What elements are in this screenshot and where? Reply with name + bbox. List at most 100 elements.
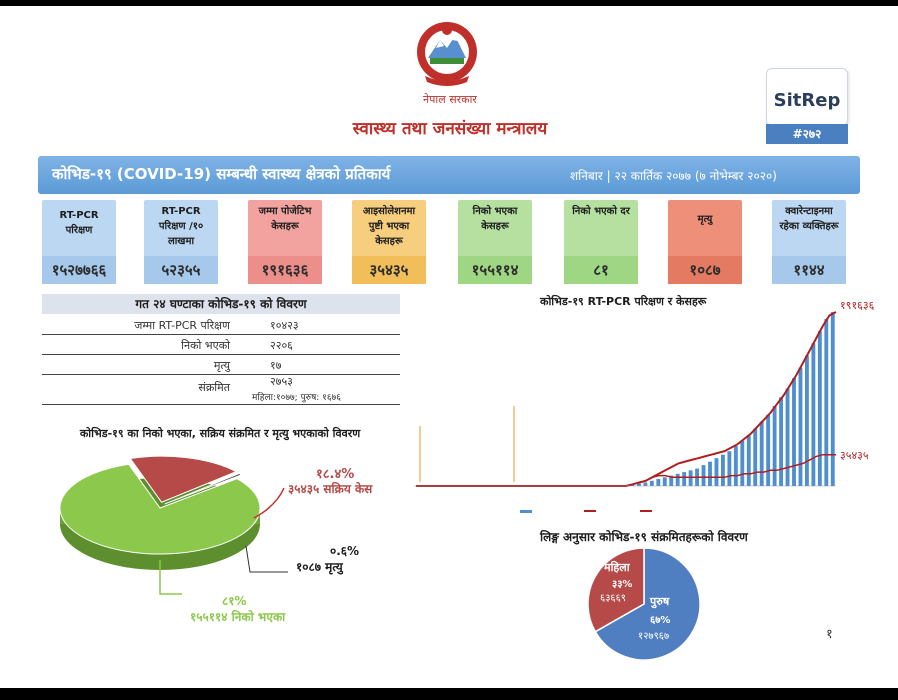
- test-bar: [772, 405, 777, 486]
- card-value: ५२३५५: [161, 261, 201, 279]
- last24-gender-note: महिला:१०७७; पुरुष: १६७६: [252, 393, 341, 403]
- sitrep-label: SitRep: [773, 90, 841, 111]
- legend: [520, 510, 652, 513]
- card-value: १५२७७६६: [51, 261, 107, 279]
- test-bar: [792, 378, 796, 486]
- test-bar: [733, 445, 738, 486]
- male-percent: ६७%: [650, 615, 671, 626]
- card-total-positive: जम्मा पोजेटिभ केसहरू १९१६३६: [248, 200, 322, 284]
- legend-tests-swatch: [520, 510, 532, 513]
- last24-heading: गत २४ घण्टाका कोभिड-१९ को विवरण: [42, 294, 400, 314]
- ministry-title: स्वास्थ्य तथा जनसंख्या मन्त्रालय: [352, 119, 548, 139]
- card-label: निको भएका केसहरू: [472, 206, 518, 232]
- male-value: १२७९६७: [638, 631, 670, 642]
- bottom-frame: [0, 688, 898, 700]
- last24-row-label: जम्मा RT-PCR परिक्षण: [134, 319, 230, 332]
- test-bar: [727, 451, 732, 486]
- nepal-emblem-icon: [417, 22, 477, 86]
- test-bar: [708, 461, 712, 486]
- card-label: RT-PCR परिक्षण: [59, 210, 99, 236]
- card-value-bg: [352, 256, 426, 284]
- card-isolation: आइसोलेशनमा पुष्टी भएका केसहरू ३५४३५: [352, 200, 426, 284]
- card-label: मृत्यु: [697, 214, 713, 225]
- card-value-bg: [458, 256, 532, 284]
- card-value-bg: [668, 256, 742, 284]
- test-bar: [766, 414, 771, 486]
- test-bar: [785, 388, 790, 486]
- card-value-bg: [42, 256, 116, 284]
- gender-pie-chart: [587, 547, 701, 661]
- divider: [42, 354, 400, 355]
- pie-slice-recovered: [59, 463, 261, 555]
- title-banner: [38, 156, 860, 194]
- card-value: १५५११४: [471, 261, 519, 279]
- card-value-bg: [248, 256, 322, 284]
- last24-row-label: मृत्यु: [213, 359, 230, 372]
- trend-chart: [414, 311, 837, 513]
- test-bar: [798, 367, 803, 486]
- card-deaths: मृत्यु १०८७: [668, 200, 742, 284]
- test-bar: [740, 440, 745, 486]
- card-recovered: निको भएका केसहरू १५५११४: [458, 200, 532, 284]
- gender-slice-male: [594, 547, 701, 661]
- last24-row-label: संक्रमित: [198, 381, 230, 394]
- test-bar: [662, 477, 667, 486]
- gender-pie-title: लिङ्ग अनुसार कोभिड-१९ संक्रमितहरूको विवर…: [540, 530, 748, 544]
- top-frame: [0, 0, 898, 6]
- test-bar: [675, 473, 680, 486]
- trend-end-total-label: १९१६३६: [840, 299, 875, 312]
- test-bar: [649, 480, 654, 486]
- page-number: १: [826, 627, 833, 642]
- legend-total-swatch: [584, 510, 596, 512]
- trend-chart-title: कोभिड-१९ RT-PCR परिक्षण र केसहरू: [540, 295, 707, 308]
- pie-slice-active: [129, 455, 238, 503]
- card-rtpcr-tests: RT-PCR परिक्षण १५२७७६६: [42, 200, 116, 284]
- test-bar: [817, 331, 822, 486]
- active-leader-line: [253, 487, 285, 519]
- card-tests-per-million: RT-PCR परिक्षण /१० लाखमा ५२३५५: [144, 200, 218, 284]
- test-bar: [779, 397, 784, 486]
- death-leader-line: [245, 545, 288, 573]
- test-bar: [688, 470, 693, 486]
- test-bar: [682, 472, 687, 486]
- test-bar: [753, 428, 758, 486]
- card-quarantine: क्वारेन्टाइनमा रहेका व्यक्तिहरू ११४४: [772, 200, 846, 284]
- test-bar: [759, 421, 764, 486]
- test-bar: [714, 458, 719, 486]
- divider: [42, 334, 400, 335]
- pie-slice-death: [164, 472, 243, 505]
- last24-row-value: २२०६: [270, 339, 293, 352]
- test-bar: [830, 312, 835, 486]
- card-label: निको भएको दर: [572, 206, 630, 217]
- death-label: १०८७ मृत्यु: [296, 560, 343, 574]
- card-value: १९१६३६: [261, 261, 309, 279]
- test-bar: [804, 355, 809, 486]
- outcome-pie-title: कोभिड-१९ का निको भएका, सक्रिय संक्रमित र…: [79, 427, 361, 440]
- card-label: आइसोलेशनमा पुष्टी भएका केसहरू: [362, 206, 416, 247]
- female-label: महिला: [604, 561, 630, 574]
- death-percent: ०.६%: [330, 544, 360, 558]
- test-bar: [656, 479, 661, 486]
- recovered-label: १५५११४ निको भएका: [190, 610, 286, 624]
- divider: [42, 404, 400, 405]
- card-label: जम्मा पोजेटिभ केसहरू: [258, 206, 312, 232]
- test-bar: [720, 454, 725, 486]
- last24-row-value: १७: [270, 359, 282, 372]
- card-value: ८१: [593, 261, 609, 279]
- test-bar: [669, 475, 674, 486]
- male-label: पुरुष: [650, 595, 670, 608]
- last24-row-label: निको भएको: [181, 339, 230, 352]
- card-recovery-rate: निको भएको दर ८१: [564, 200, 638, 284]
- last24-row-value: १०४२३: [270, 319, 299, 332]
- card-value: १०८७: [689, 261, 721, 279]
- test-bar: [811, 343, 816, 486]
- card-label: RT-PCR परिक्षण /१० लाखमा: [158, 206, 204, 247]
- card-value: ३५४३५: [369, 261, 409, 279]
- divider: [42, 374, 400, 375]
- card-value-bg: [564, 256, 638, 284]
- banner-title: कोभिड-१९ (COVID-19) सम्बन्धी स्वास्थ्य क…: [52, 165, 391, 183]
- active-label: ३५४३५ सक्रिय केस: [288, 482, 373, 496]
- last24-row-value: २७५३: [270, 375, 293, 388]
- test-bar: [701, 465, 706, 486]
- female-percent: ३३%: [612, 579, 633, 590]
